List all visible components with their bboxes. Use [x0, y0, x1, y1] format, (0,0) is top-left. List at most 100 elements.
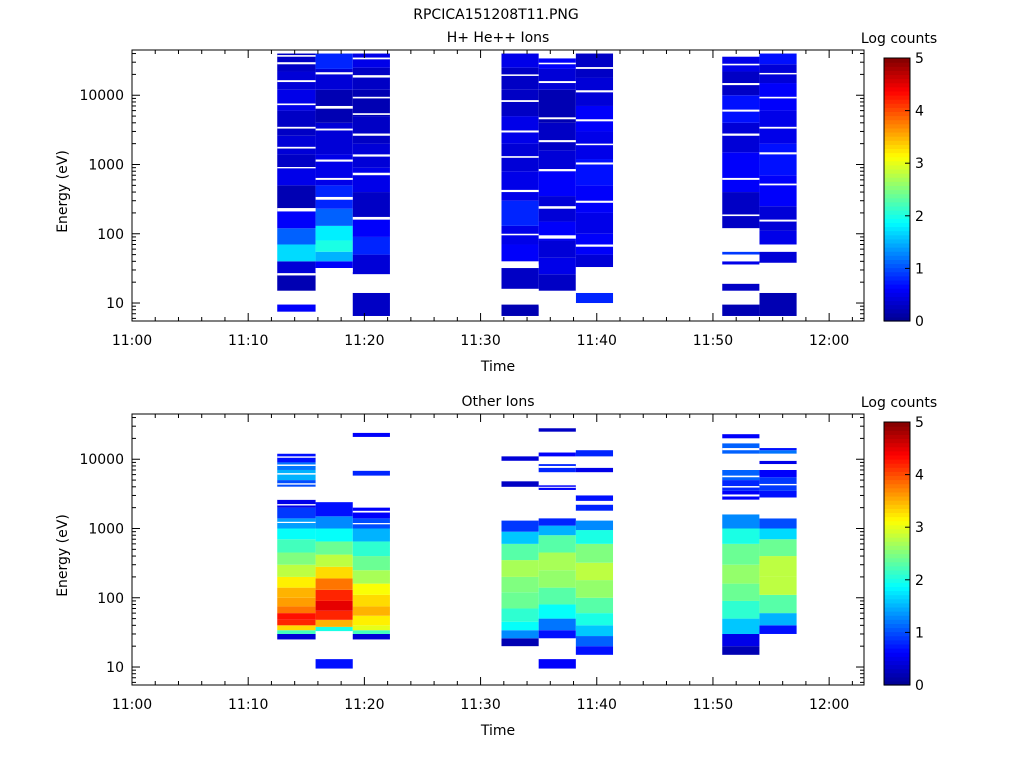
colorbar-segment	[884, 541, 910, 546]
colorbar-segment	[884, 247, 910, 252]
spectrogram-cell	[315, 516, 353, 529]
colorbar-segment	[884, 508, 910, 514]
x-tick-label: 11:30	[460, 333, 500, 349]
colorbar-tick-label: 0	[915, 314, 924, 330]
colorbar-segment	[884, 255, 910, 260]
spectrogram-cell	[315, 122, 353, 155]
colorbar-tick-label: 4	[915, 104, 924, 120]
colorbar-segment	[884, 479, 910, 485]
x-tick-label: 12:00	[809, 697, 849, 713]
colorbar-segment	[884, 284, 910, 289]
colorbar-segment	[884, 197, 910, 203]
spectrogram-cell	[722, 304, 760, 316]
empty-bin	[352, 96, 390, 99]
spectrogram-cell	[722, 543, 760, 565]
empty-bin	[352, 172, 390, 176]
y-axis: 10 100 1000 10000	[79, 417, 864, 683]
colorbar-segment	[884, 639, 910, 645]
spectrogram-cell	[722, 600, 760, 619]
spectrogram-cell	[277, 228, 316, 245]
colorbar-segment	[884, 623, 910, 629]
spectrogram-cell	[575, 495, 614, 501]
colorbar-segment	[884, 226, 910, 232]
colorbar-segment	[884, 524, 910, 530]
empty-bin	[722, 494, 760, 497]
spectrogram-cell	[538, 89, 576, 123]
colorbar-segment	[884, 652, 910, 657]
spectrogram-cell	[538, 587, 576, 605]
empty-bin	[722, 109, 760, 112]
spectrogram-cell	[538, 518, 576, 526]
spectrogram-cell	[277, 167, 316, 186]
spectrogram-cell	[538, 240, 576, 258]
spectrogram-cell	[352, 89, 390, 117]
spectrogram-cell	[575, 597, 614, 614]
colorbar-segment	[884, 127, 910, 133]
colorbar-segment	[884, 656, 910, 661]
y-tick-label: 1000	[88, 521, 124, 537]
colorbar-tick-label: 3	[915, 156, 924, 172]
empty-bin	[501, 100, 539, 102]
empty-bin	[538, 290, 576, 307]
empty-bin	[538, 81, 576, 84]
empty-bin	[315, 128, 353, 131]
spectrogram-cell	[277, 528, 316, 540]
spectrogram-cell	[501, 543, 539, 561]
spectrogram-cells	[277, 53, 797, 316]
panel-title: H+ He++ Ions	[447, 30, 550, 46]
x-axis-label: Time	[480, 359, 515, 375]
colorbar-segment	[884, 300, 910, 306]
colorbar-label: Log counts	[861, 31, 937, 47]
empty-bin	[759, 483, 797, 486]
empty-bin	[759, 72, 797, 75]
spectrogram-cell	[315, 68, 353, 90]
spectrogram-cell	[722, 434, 760, 439]
colorbar-segment	[884, 86, 910, 92]
empty-bin	[538, 235, 576, 239]
colorbar-segment	[884, 680, 910, 686]
empty-bin	[277, 290, 316, 299]
colorbar-segment	[884, 111, 910, 117]
colorbar-segment	[884, 316, 910, 322]
spectrogram-cell	[277, 507, 316, 519]
spectrogram-cell	[315, 208, 353, 226]
empty-bin	[315, 196, 353, 200]
spectrogram-cell	[501, 304, 539, 316]
spectrogram-cell	[352, 507, 390, 519]
colorbar-segment	[884, 90, 910, 96]
empty-bin	[722, 438, 760, 444]
y-tick-label: 10	[106, 296, 124, 312]
spectrogram-cell	[575, 580, 614, 598]
x-tick-label: 11:10	[228, 697, 268, 713]
spectrogram-cell	[352, 236, 390, 255]
empty-bin	[722, 228, 760, 252]
colorbar-segment	[884, 312, 910, 318]
empty-bin	[575, 500, 614, 504]
y-axis-label: Energy (eV)	[55, 150, 71, 233]
spectrogram-cell	[315, 541, 353, 555]
colorbar-tick-label: 5	[915, 415, 924, 431]
colorbar-segment	[884, 78, 910, 84]
empty-bin	[501, 189, 539, 193]
spectrogram-cell	[501, 481, 539, 487]
colorbar: 0 1 2 3 4 5 Log counts	[861, 31, 937, 330]
spectrogram-cell	[277, 261, 316, 275]
spectrogram-cell	[759, 448, 797, 451]
spectrogram-cell	[315, 528, 353, 542]
y-tick-label: 10000	[79, 452, 124, 468]
colorbar-segment	[884, 586, 910, 592]
colorbar-segment	[884, 193, 910, 199]
empty-bin	[315, 268, 353, 273]
empty-bin	[277, 146, 316, 149]
spectrogram-cell	[277, 304, 316, 312]
empty-bin	[722, 290, 760, 305]
spectrogram-cell	[501, 560, 539, 577]
spectrogram-cell	[501, 630, 539, 639]
colorbar-segment	[884, 308, 910, 314]
colorbar-segment	[884, 545, 910, 550]
spectrogram-cell	[352, 67, 390, 90]
empty-bin	[759, 219, 797, 222]
spectrogram-cell	[277, 606, 316, 614]
colorbar-segment	[884, 115, 910, 121]
colorbar-segment	[884, 152, 910, 158]
